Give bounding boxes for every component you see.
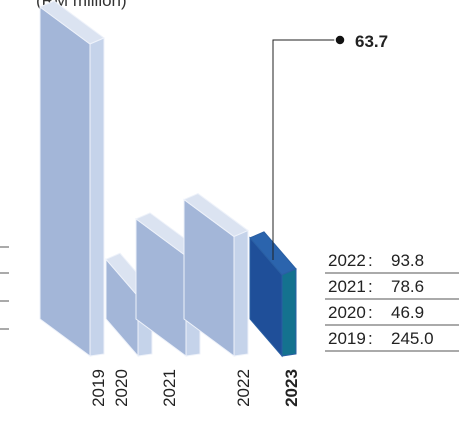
value-row-year-2022: 2022 bbox=[328, 251, 366, 270]
x-tick-label-2022: 2022 bbox=[234, 369, 253, 407]
bar-2019 bbox=[39, 6, 91, 357]
value-row-year-2020: 2020 bbox=[328, 303, 366, 322]
value-row-value-2019: 245.0 bbox=[391, 329, 434, 348]
x-tick-label-2021: 2021 bbox=[160, 369, 179, 407]
callout-dot bbox=[334, 34, 346, 46]
bar-side-2023 bbox=[281, 268, 297, 357]
value-row-year-2019: 2019 bbox=[328, 329, 366, 348]
x-tick-label-2023: 2023 bbox=[282, 369, 301, 407]
bar-side-2019 bbox=[89, 37, 105, 357]
value-row-sep-2020: : bbox=[368, 303, 373, 322]
value-row-value-2022: 93.8 bbox=[391, 251, 424, 270]
unit-label: (RM million) bbox=[36, 0, 127, 10]
bar-side-2022 bbox=[233, 229, 249, 357]
value-row-sep-2019: : bbox=[368, 329, 373, 348]
callout-line bbox=[272, 39, 339, 260]
value-row-value-2021: 78.6 bbox=[391, 277, 424, 296]
value-row-value-2020: 46.9 bbox=[391, 303, 424, 322]
x-tick-label-2019: 2019 bbox=[89, 369, 108, 407]
value-row-sep-2021: : bbox=[368, 277, 373, 296]
value-row-year-2021: 2021 bbox=[328, 277, 366, 296]
value-row-sep-2022: : bbox=[368, 251, 373, 270]
x-tick-label-2020: 2020 bbox=[112, 369, 131, 407]
callout-value: 63.7 bbox=[355, 32, 388, 51]
